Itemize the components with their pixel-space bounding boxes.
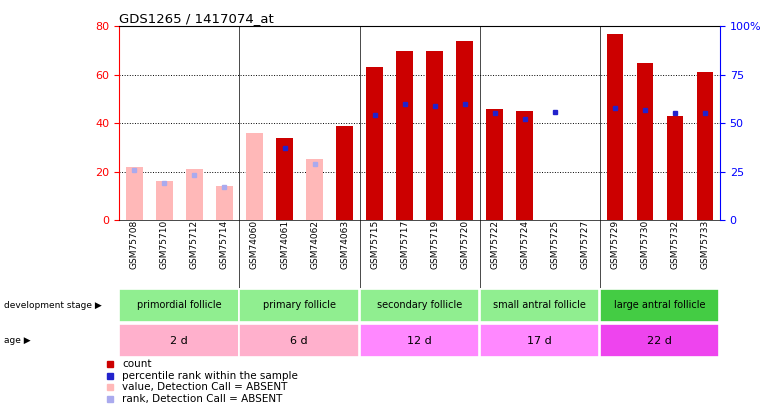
- Bar: [360, 289, 479, 322]
- Bar: [600, 289, 719, 322]
- Text: GSM74061: GSM74061: [280, 220, 289, 269]
- Text: small antral follicle: small antral follicle: [493, 301, 586, 311]
- Text: 2 d: 2 d: [170, 335, 188, 345]
- Text: count: count: [122, 359, 152, 369]
- Text: GSM75724: GSM75724: [521, 220, 529, 269]
- Bar: [487, 109, 503, 220]
- Bar: [367, 68, 383, 220]
- Text: secondary follicle: secondary follicle: [377, 301, 462, 311]
- Bar: [156, 181, 172, 220]
- Text: primordial follicle: primordial follicle: [137, 301, 222, 311]
- Text: development stage ▶: development stage ▶: [4, 301, 102, 310]
- Bar: [480, 324, 599, 357]
- Bar: [246, 133, 263, 220]
- Bar: [186, 169, 203, 220]
- Bar: [637, 63, 653, 220]
- Text: value, Detection Call = ABSENT: value, Detection Call = ABSENT: [122, 382, 288, 392]
- Bar: [600, 324, 719, 357]
- Bar: [119, 289, 239, 322]
- Text: GSM75725: GSM75725: [551, 220, 559, 269]
- Bar: [517, 111, 533, 220]
- Text: GSM75719: GSM75719: [430, 220, 439, 269]
- Text: GSM75732: GSM75732: [671, 220, 679, 269]
- Text: 6 d: 6 d: [290, 335, 308, 345]
- Text: GSM74062: GSM74062: [310, 220, 319, 269]
- Text: GSM75714: GSM75714: [220, 220, 229, 269]
- Bar: [427, 51, 443, 220]
- Bar: [360, 324, 479, 357]
- Text: large antral follicle: large antral follicle: [614, 301, 705, 311]
- Text: GSM75708: GSM75708: [130, 220, 139, 269]
- Bar: [126, 167, 142, 220]
- Bar: [276, 138, 293, 220]
- Bar: [697, 72, 713, 220]
- Text: GSM74063: GSM74063: [340, 220, 349, 269]
- Text: GSM75722: GSM75722: [490, 220, 499, 269]
- Bar: [119, 324, 239, 357]
- Bar: [216, 186, 233, 220]
- Text: GSM75727: GSM75727: [581, 220, 589, 269]
- Bar: [480, 289, 599, 322]
- Text: GSM75715: GSM75715: [370, 220, 379, 269]
- Text: GDS1265 / 1417074_at: GDS1265 / 1417074_at: [119, 12, 274, 25]
- Text: GSM75712: GSM75712: [190, 220, 199, 269]
- Text: 12 d: 12 d: [407, 335, 432, 345]
- Bar: [239, 324, 359, 357]
- Text: GSM75729: GSM75729: [611, 220, 619, 269]
- Text: 22 d: 22 d: [647, 335, 672, 345]
- Text: GSM75730: GSM75730: [641, 220, 649, 269]
- Text: GSM75720: GSM75720: [460, 220, 469, 269]
- Text: rank, Detection Call = ABSENT: rank, Detection Call = ABSENT: [122, 394, 283, 404]
- Bar: [667, 116, 683, 220]
- Bar: [457, 41, 473, 220]
- Text: GSM74060: GSM74060: [250, 220, 259, 269]
- Bar: [239, 289, 359, 322]
- Bar: [607, 34, 623, 220]
- Text: primary follicle: primary follicle: [263, 301, 336, 311]
- Text: GSM75717: GSM75717: [400, 220, 409, 269]
- Bar: [397, 51, 413, 220]
- Text: age ▶: age ▶: [4, 336, 31, 345]
- Text: 17 d: 17 d: [527, 335, 552, 345]
- Bar: [306, 160, 323, 220]
- Bar: [336, 126, 353, 220]
- Text: GSM75710: GSM75710: [160, 220, 169, 269]
- Text: percentile rank within the sample: percentile rank within the sample: [122, 371, 298, 381]
- Text: GSM75733: GSM75733: [701, 220, 709, 269]
